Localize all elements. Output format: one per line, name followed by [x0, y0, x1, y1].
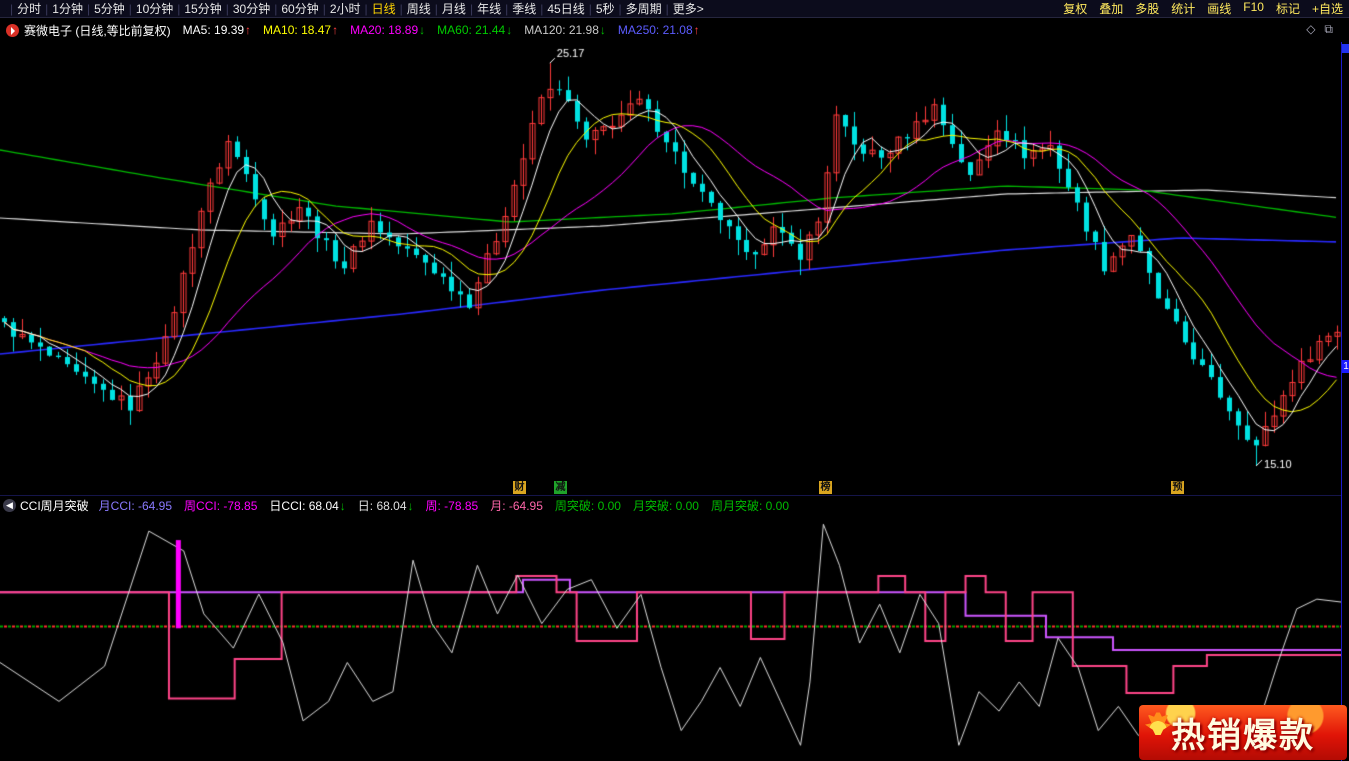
flame-icon — [1145, 709, 1171, 735]
promo-watermark: 热销爆款 — [1139, 705, 1347, 760]
period-tab-12[interactable]: 年线 — [477, 2, 502, 16]
period-tab-10[interactable]: 周线 — [406, 2, 431, 16]
cci-canvas[interactable] — [0, 514, 1341, 761]
trend-arrow-icon: ↓ — [339, 498, 346, 513]
indicator-value: 月突破: 0.00 — [632, 498, 699, 513]
right-scrollbar[interactable]: 1 — [1341, 42, 1349, 761]
event-marker-榜[interactable]: 榜 — [819, 481, 832, 494]
period-tab-6[interactable]: 30分钟 — [232, 2, 271, 16]
period-tab-11[interactable]: 月线 — [441, 2, 466, 16]
trend-arrow-icon: ↓ — [419, 23, 426, 37]
toolbar-buttons: 复权 叠加 多股 统计 画线 F10 标记 +自选 — [1063, 0, 1343, 17]
pane-diamond-icon[interactable]: ◇ — [1306, 22, 1316, 36]
toolbar-button-叠加[interactable]: 叠加 — [1099, 2, 1124, 16]
indicator-values: 月CCI: -64.95 周CCI: -78.85 日CCI: 68.04↓ 日: 6… — [99, 497, 801, 514]
event-marker-减[interactable]: 减 — [554, 481, 567, 494]
period-tab-17[interactable]: 更多> — [672, 2, 704, 16]
toolbar-button-复权[interactable]: 复权 — [1063, 2, 1088, 16]
ma-value: MA250: 21.08↑ — [617, 23, 700, 37]
indicator-value: 月CCI: -64.95 — [98, 498, 173, 513]
chart-header: 赛微电子 (日线,等比前复权) MA5: 19.39↑ MA10: 18.47↑ M… — [0, 18, 1349, 42]
period-tab-9[interactable]: 日线 — [371, 2, 396, 16]
period-tab-16[interactable]: 多周期 — [625, 2, 662, 16]
pane-tag[interactable]: 1 — [1342, 360, 1349, 373]
ma-values: MA5: 19.39↑ MA10: 18.47↑ MA20: 18.89↓ MA60:… — [171, 23, 700, 37]
period-tab-3[interactable]: 5分钟 — [94, 2, 125, 16]
period-tab-5[interactable]: 15分钟 — [184, 2, 222, 16]
stock-logo-icon[interactable] — [6, 23, 19, 37]
indicator-value: 日CCI: 68.04↓ — [269, 498, 346, 513]
trend-arrow-icon: ↓ — [506, 23, 513, 37]
period-tab-2[interactable]: 1分钟 — [52, 2, 83, 16]
toolbar-button-F10[interactable]: F10 — [1243, 0, 1264, 14]
pane-window-icons: ◇ ⧉ — [1306, 22, 1333, 37]
event-marker-row: 财减榜预 — [0, 480, 1341, 495]
indicator-title: CCI周月突破 — [20, 498, 89, 513]
trend-arrow-icon: ↓ — [407, 498, 414, 513]
ma-value: MA60: 21.44↓ — [437, 23, 513, 37]
event-marker-预[interactable]: 预 — [1171, 481, 1184, 494]
ma-value: MA10: 18.47↑ — [263, 23, 339, 37]
indicator-header: ◀ CCI周月突破 月CCI: -64.95 周CCI: -78.85 日CCI: … — [0, 495, 1341, 514]
indicator-value: 周突破: 0.00 — [554, 498, 621, 513]
indicator-value: 日: 68.04↓ — [357, 498, 414, 513]
pane-maximize-icon[interactable]: ⧉ — [1324, 22, 1333, 36]
period-tab-13[interactable]: 季线 — [512, 2, 537, 16]
period-tab-8[interactable]: 2小时 — [329, 2, 361, 16]
ma-value: MA120: 21.98↓ — [524, 23, 606, 37]
event-marker-财[interactable]: 财 — [513, 481, 526, 494]
period-tab-14[interactable]: 45日线 — [547, 2, 585, 16]
period-toolbar: | 分时 | 1分钟 | 5分钟 | 10分钟 | 15分钟 | 30分钟 | 60分钟 | 2小时 | 日线 | 周… — [0, 0, 1349, 18]
toolbar-button-+自选[interactable]: +自选 — [1311, 2, 1343, 16]
candlestick-canvas[interactable] — [0, 42, 1341, 480]
indicator-collapse-icon[interactable]: ◀ — [3, 498, 16, 512]
period-tab-1[interactable]: 分时 — [17, 2, 42, 16]
promo-text: 热销爆款 — [1171, 717, 1315, 755]
ma-value: MA20: 18.89↓ — [350, 23, 426, 37]
ma-value: MA5: 19.39↑ — [182, 23, 252, 37]
toolbar-button-标记[interactable]: 标记 — [1275, 2, 1300, 16]
toolbar-button-统计[interactable]: 统计 — [1171, 2, 1196, 16]
main-chart-area[interactable] — [0, 42, 1341, 480]
period-tab-4[interactable]: 10分钟 — [135, 2, 174, 16]
indicator-value: 周月突破: 0.00 — [710, 498, 789, 513]
indicator-value: 月: -64.95 — [490, 498, 543, 513]
period-tab-7[interactable]: 60分钟 — [281, 2, 319, 16]
toolbar-button-画线[interactable]: 画线 — [1207, 2, 1232, 16]
strip-top-box[interactable] — [1342, 44, 1349, 53]
trend-arrow-icon: ↓ — [599, 23, 606, 37]
trend-arrow-icon: ↑ — [245, 23, 252, 37]
trend-arrow-icon: ↑ — [693, 23, 700, 37]
indicator-chart-area[interactable] — [0, 514, 1341, 761]
period-tabs: | 分时 | 1分钟 | 5分钟 | 10分钟 | 15分钟 | 30分钟 | 60分钟 | 2小时 | 日线 | 周… — [10, 1, 704, 17]
indicator-value: 周CCI: -78.85 — [184, 498, 258, 513]
stock-title: 赛微电子 (日线,等比前复权) — [24, 23, 171, 38]
toolbar-button-多股[interactable]: 多股 — [1135, 2, 1160, 16]
period-tab-15[interactable]: 5秒 — [595, 2, 615, 16]
trend-arrow-icon: ↑ — [332, 23, 339, 37]
indicator-value: 周: -78.85 — [425, 498, 479, 513]
